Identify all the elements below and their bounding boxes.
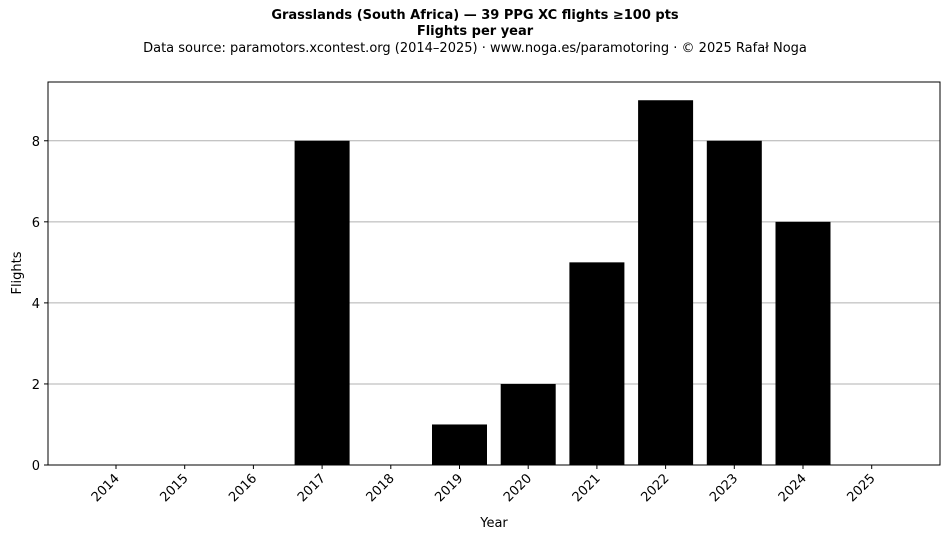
y-tick-label: 4 [32, 297, 40, 312]
y-axis-label: Flights [10, 251, 25, 294]
x-tick-label: 2018 [364, 471, 398, 505]
y-tick-label: 8 [32, 135, 40, 150]
x-tick-label: 2020 [501, 471, 535, 505]
x-tick-label: 2024 [776, 471, 810, 505]
x-tick-label: 2016 [226, 471, 260, 505]
chart-titles: Grasslands (South Africa) — 39 PPG XC fl… [0, 8, 950, 58]
bar-2021 [569, 262, 625, 465]
x-tick-label: 2019 [432, 471, 466, 505]
x-axis-ticks: 2014 2015 2016 2017 2018 2019 2020 2021 2022 2023… [89, 465, 879, 505]
bar-2024 [775, 221, 831, 465]
chart-title: Grasslands (South Africa) — 39 PPG XC fl… [271, 8, 679, 23]
x-tick-label: 2023 [707, 471, 741, 505]
plot-frame [47, 81, 941, 466]
chart-subtitle: Flights per year [416, 24, 534, 39]
bar-2023 [706, 140, 762, 465]
chart-source-note: Data source: paramotors.xcontest.org (20… [143, 41, 807, 56]
x-tick-label: 2021 [570, 471, 604, 505]
y-axis-ticks: 0 2 4 6 8 [32, 135, 48, 474]
x-axis-label: Year [479, 516, 508, 531]
bar-2022 [638, 100, 694, 465]
x-tick-label: 2014 [89, 471, 123, 505]
x-tick-label: 2015 [158, 471, 192, 505]
bar-2017 [294, 140, 350, 465]
x-tick-label: 2017 [295, 471, 329, 505]
y-tick-label: 0 [32, 459, 40, 474]
y-tick-label: 2 [32, 378, 40, 393]
bar-2019 [432, 424, 487, 465]
y-tick-label: 6 [32, 216, 40, 231]
bars [294, 100, 831, 465]
x-tick-label: 2025 [845, 471, 879, 505]
x-tick-label: 2022 [638, 471, 672, 505]
bar-2020 [500, 383, 556, 465]
